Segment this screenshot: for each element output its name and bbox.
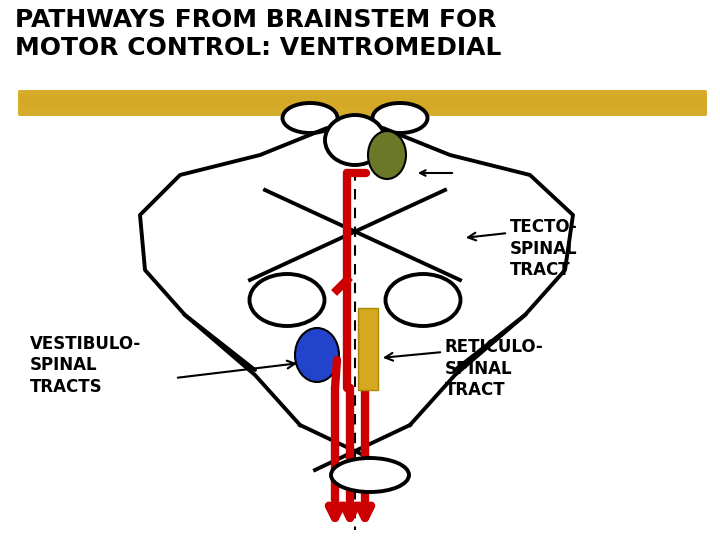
Ellipse shape: [325, 115, 385, 165]
Ellipse shape: [282, 103, 338, 133]
Ellipse shape: [250, 274, 325, 326]
Ellipse shape: [385, 274, 461, 326]
Bar: [358, 308, 378, 390]
FancyBboxPatch shape: [18, 90, 707, 116]
Ellipse shape: [295, 328, 339, 382]
Ellipse shape: [368, 131, 406, 179]
Text: TECTO-
SPINAL
TRACT: TECTO- SPINAL TRACT: [510, 218, 577, 279]
Text: RETICULO-
SPINAL
TRACT: RETICULO- SPINAL TRACT: [445, 338, 544, 399]
Text: PATHWAYS FROM BRAINSTEM FOR
MOTOR CONTROL: VENTROMEDIAL: PATHWAYS FROM BRAINSTEM FOR MOTOR CONTRO…: [15, 8, 501, 60]
Bar: [20, 94, 705, 109]
Ellipse shape: [331, 458, 409, 492]
Ellipse shape: [372, 103, 428, 133]
Text: VESTIBULO-
SPINAL
TRACTS: VESTIBULO- SPINAL TRACTS: [30, 335, 141, 396]
